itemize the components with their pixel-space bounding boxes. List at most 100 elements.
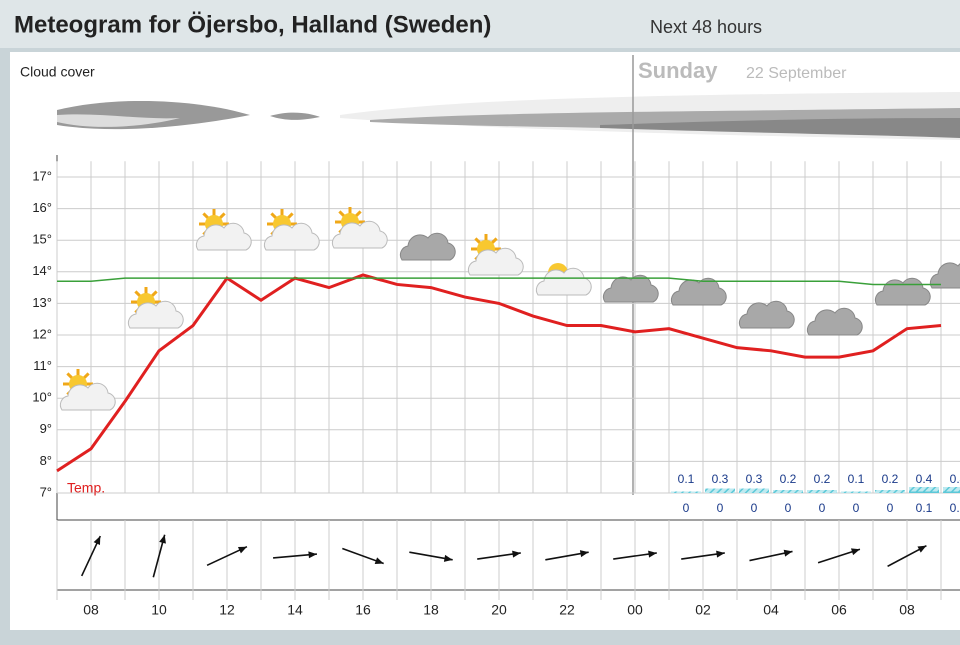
precip-label: 0: [717, 501, 724, 515]
precip-max-label: 0.3: [746, 472, 763, 486]
sun-ray: [150, 290, 158, 298]
title: Meteogram for Öjersbo, Halland (Sweden): [14, 11, 491, 38]
series-label: Temp.: [67, 480, 105, 496]
x-tick-label: 12: [219, 602, 235, 618]
wind-head: [237, 546, 247, 554]
weather-icon: [399, 232, 456, 261]
x-tick-label: 08: [899, 602, 915, 618]
wind-arrow: [477, 550, 521, 560]
date-label: 22 September: [746, 65, 847, 82]
wind-arrow: [409, 551, 453, 562]
cloud: [602, 274, 659, 303]
precip-max-label: 0.2: [780, 472, 797, 486]
precip-max-label: 0.1: [678, 472, 695, 486]
precip-max-bar: [909, 487, 939, 493]
cloud: [806, 307, 863, 336]
precip-max-label: 0.4: [916, 472, 933, 486]
wind-head: [716, 550, 725, 558]
precip-max-bar: [705, 488, 735, 493]
x-tick-label: 08: [83, 602, 99, 618]
y-tick-label: 11°: [33, 358, 52, 373]
weather-icon: [195, 209, 252, 251]
wind-arrow: [152, 534, 166, 578]
weather-icon: [602, 274, 659, 303]
y-tick-label: 16°: [32, 200, 52, 215]
cloud: [467, 247, 524, 276]
precip-max-label: 0.3: [712, 472, 729, 486]
wind-head: [512, 550, 521, 558]
sun-ray: [202, 212, 210, 220]
weather-icon: [263, 209, 320, 251]
sun-ray: [474, 237, 482, 245]
wind-arrow: [749, 549, 793, 562]
wind-head: [374, 557, 384, 564]
sun-ray: [270, 212, 278, 220]
precip-bar: [943, 491, 960, 493]
wind-arrow: [613, 550, 657, 560]
wind-head: [648, 550, 657, 558]
wind-arrow: [80, 535, 102, 577]
secondary-line: [57, 277, 941, 286]
wind-head: [917, 545, 927, 553]
wind-head: [93, 536, 101, 546]
wind-arrow: [545, 550, 589, 561]
precip-label: 0: [887, 501, 894, 515]
y-tick-label: 8°: [40, 453, 52, 468]
wind-head: [443, 554, 453, 562]
weather-icon: [59, 369, 116, 411]
precip-max-label: 0.2: [882, 472, 899, 486]
wind-head: [579, 550, 589, 558]
day-label: Sunday: [638, 58, 718, 83]
precip-max-bar: [875, 490, 905, 493]
cloud: [929, 262, 960, 289]
wind-arrow: [817, 548, 861, 564]
wind-head: [308, 551, 317, 559]
cloud-label: Cloud cover: [20, 64, 95, 80]
precip-max-label: 0.2: [814, 472, 831, 486]
x-tick-label: 04: [763, 602, 779, 618]
cloud: [738, 300, 795, 329]
subtitle: Next 48 hours: [650, 17, 762, 37]
y-tick-label: 12°: [32, 326, 52, 341]
precip-label: 0: [751, 501, 758, 515]
panel: [10, 52, 960, 630]
x-tick-label: 02: [695, 602, 711, 618]
precip-max-bar: [739, 488, 769, 493]
precip-max-bar: [773, 490, 803, 493]
y-tick-label: 17°: [32, 168, 52, 183]
precip-max-bar: [807, 490, 837, 493]
sun-ray: [218, 212, 226, 220]
y-tick-label: 7°: [40, 484, 52, 499]
sun-ray: [490, 237, 498, 245]
x-tick-label: 14: [287, 602, 303, 618]
weather-icon: [806, 307, 863, 336]
wind-arrow: [273, 551, 317, 559]
weather-icon: [738, 300, 795, 329]
header-bg: [0, 0, 960, 48]
wind-head: [850, 548, 860, 556]
cloud: [670, 277, 727, 306]
wind-head: [783, 549, 793, 557]
wind-arrow: [206, 545, 248, 567]
weather-icon: [929, 262, 960, 289]
y-tick-label: 9°: [40, 421, 52, 436]
y-tick-label: 15°: [32, 232, 52, 247]
x-tick-label: 16: [355, 602, 371, 618]
cloud: [331, 220, 388, 249]
cloud: [127, 300, 184, 329]
cloud: [263, 222, 320, 251]
weather-icon: [670, 277, 727, 306]
cloud: [535, 267, 592, 296]
wind-head: [159, 534, 166, 544]
wind-arrow: [342, 547, 384, 565]
x-tick-label: 10: [151, 602, 167, 618]
precip-max-bar: [671, 491, 701, 493]
precip-max-label: 0.4: [950, 472, 960, 486]
sun-ray: [66, 372, 74, 380]
x-tick-label: 22: [559, 602, 575, 618]
precip-label: 0.1: [950, 501, 960, 515]
precip-label: 0.1: [916, 501, 933, 515]
precip-label: 0: [785, 501, 792, 515]
cloud: [195, 222, 252, 251]
